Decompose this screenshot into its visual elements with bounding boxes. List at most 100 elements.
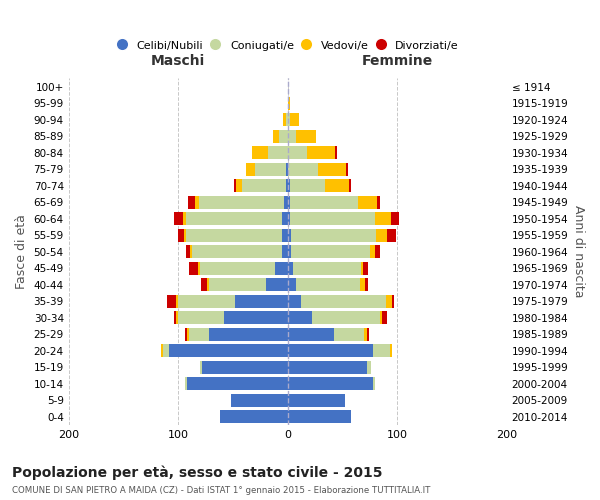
Bar <box>287 228 291 242</box>
Bar <box>189 262 198 275</box>
Bar <box>367 360 371 374</box>
Bar <box>287 328 334 341</box>
Bar <box>274 130 279 142</box>
Bar <box>376 228 388 242</box>
Bar <box>389 344 392 358</box>
Bar <box>382 311 388 324</box>
Bar <box>287 162 319 176</box>
Bar <box>290 113 299 126</box>
Bar <box>287 262 293 275</box>
Bar <box>296 130 316 142</box>
Bar <box>167 294 176 308</box>
Bar <box>224 311 287 324</box>
Bar <box>335 146 337 160</box>
Bar <box>284 196 287 209</box>
Bar <box>188 196 194 209</box>
Bar <box>286 162 287 176</box>
Bar <box>287 179 290 192</box>
Bar <box>268 146 287 160</box>
Bar <box>185 377 187 390</box>
Bar <box>307 146 335 160</box>
Bar <box>325 179 349 192</box>
Y-axis label: Fasce di età: Fasce di età <box>15 214 28 289</box>
Bar <box>312 311 380 324</box>
Y-axis label: Anni di nascita: Anni di nascita <box>572 206 585 298</box>
Bar <box>346 162 348 176</box>
Bar <box>291 245 370 258</box>
Bar <box>287 311 312 324</box>
Bar <box>291 228 376 242</box>
Bar <box>235 294 287 308</box>
Bar <box>287 410 351 424</box>
Bar <box>363 262 368 275</box>
Bar <box>194 196 199 209</box>
Bar <box>301 294 386 308</box>
Bar <box>182 212 186 226</box>
Bar <box>287 294 301 308</box>
Bar <box>187 328 189 341</box>
Bar <box>349 179 351 192</box>
Bar <box>206 278 209 291</box>
Bar <box>360 278 365 291</box>
Bar <box>287 344 373 358</box>
Bar <box>287 278 296 291</box>
Bar <box>287 360 367 374</box>
Bar <box>176 294 178 308</box>
Bar <box>189 328 209 341</box>
Bar <box>187 377 287 390</box>
Bar <box>373 344 389 358</box>
Bar <box>296 278 360 291</box>
Bar <box>380 311 382 324</box>
Bar <box>251 146 268 160</box>
Bar <box>293 262 361 275</box>
Bar <box>370 245 376 258</box>
Bar <box>209 328 287 341</box>
Bar <box>161 344 163 358</box>
Bar <box>199 196 284 209</box>
Bar <box>184 228 186 242</box>
Bar <box>367 328 369 341</box>
Bar <box>193 245 282 258</box>
Text: Femmine: Femmine <box>362 54 433 68</box>
Bar <box>200 360 202 374</box>
Bar <box>287 113 290 126</box>
Bar <box>209 278 266 291</box>
Bar <box>287 196 290 209</box>
Bar <box>169 344 287 358</box>
Bar <box>279 130 287 142</box>
Bar <box>282 228 287 242</box>
Bar <box>290 196 358 209</box>
Bar <box>220 410 287 424</box>
Bar <box>373 377 376 390</box>
Bar <box>178 228 184 242</box>
Bar <box>388 228 396 242</box>
Bar <box>202 360 287 374</box>
Bar <box>287 96 290 110</box>
Bar <box>234 179 236 192</box>
Bar <box>290 212 376 226</box>
Bar <box>364 328 367 341</box>
Bar <box>287 130 296 142</box>
Legend: Celibi/Nubili, Coniugati/e, Vedovi/e, Divorziati/e: Celibi/Nubili, Coniugati/e, Vedovi/e, Di… <box>112 36 463 55</box>
Bar <box>198 262 200 275</box>
Bar <box>174 212 182 226</box>
Bar <box>186 212 282 226</box>
Bar <box>266 278 287 291</box>
Bar <box>365 278 368 291</box>
Bar <box>190 245 193 258</box>
Bar <box>185 328 187 341</box>
Bar <box>358 196 377 209</box>
Bar <box>376 212 391 226</box>
Bar <box>176 311 178 324</box>
Bar <box>391 212 400 226</box>
Bar <box>255 162 286 176</box>
Bar <box>386 294 392 308</box>
Bar <box>361 262 363 275</box>
Text: Maschi: Maschi <box>151 54 205 68</box>
Bar <box>174 311 176 324</box>
Bar <box>242 179 286 192</box>
Bar <box>163 344 169 358</box>
Bar <box>201 278 206 291</box>
Bar <box>290 179 325 192</box>
Bar <box>178 294 235 308</box>
